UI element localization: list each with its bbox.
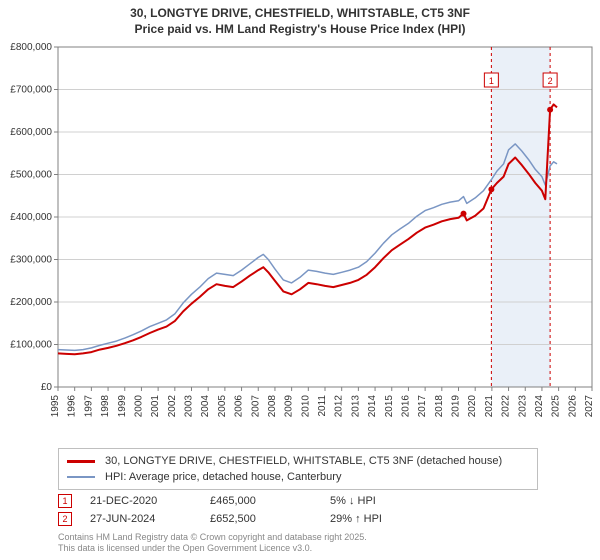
svg-text:£700,000: £700,000 [10,85,52,96]
chart-container: 30, LONGTYE DRIVE, CHESTFIELD, WHITSTABL… [0,0,600,560]
svg-text:1995: 1995 [50,395,61,418]
svg-text:2015: 2015 [384,395,395,418]
svg-text:£400,000: £400,000 [10,212,52,223]
svg-text:2002: 2002 [167,395,178,418]
svg-text:2024: 2024 [534,395,545,418]
svg-text:£100,000: £100,000 [10,340,52,351]
legend-swatch [67,476,95,478]
svg-text:2023: 2023 [517,395,528,418]
event-row: 1 21-DEC-2020£465,0005% ↓ HPI [58,492,558,510]
event-delta: 29% ↑ HPI [330,513,470,525]
svg-text:2021: 2021 [484,395,495,418]
svg-text:£500,000: £500,000 [10,170,52,181]
title-line-1: 30, LONGTYE DRIVE, CHESTFIELD, WHITSTABL… [0,6,600,22]
event-price: £652,500 [210,513,330,525]
svg-text:2007: 2007 [250,395,261,418]
svg-text:£800,000: £800,000 [10,42,52,53]
event-row: 2 27-JUN-2024£652,50029% ↑ HPI [58,510,558,528]
chart-area: £0 £100,000 £200,000 £300,000 £400,000 £500,0… [0,39,600,439]
svg-text:2008: 2008 [267,395,278,418]
svg-text:2004: 2004 [200,395,211,418]
svg-text:2020: 2020 [467,395,478,418]
svg-text:£200,000: £200,000 [10,297,52,308]
svg-text:2006: 2006 [234,395,245,418]
svg-text:2001: 2001 [150,395,161,418]
svg-text:2018: 2018 [434,395,445,418]
event-price: £465,000 [210,495,330,507]
svg-text:£600,000: £600,000 [10,127,52,138]
svg-text:2019: 2019 [451,395,462,418]
svg-text:2022: 2022 [501,395,512,418]
events-table: 1 21-DEC-2020£465,0005% ↓ HPI 2 27-JUN-2024… [58,492,558,528]
title-block: 30, LONGTYE DRIVE, CHESTFIELD, WHITSTABL… [0,0,600,39]
event-date: 27-JUN-2024 [90,513,210,525]
title-line-2: Price paid vs. HM Land Registry's House … [0,22,600,38]
svg-text:2026: 2026 [567,395,578,418]
event-delta: 5% ↓ HPI [330,495,470,507]
svg-text:1: 1 [489,76,494,86]
legend-label: 30, LONGTYE DRIVE, CHESTFIELD, WHITSTABL… [105,455,502,467]
legend-row: HPI: Average price, detached house, Cant… [67,469,529,485]
svg-text:2003: 2003 [184,395,195,418]
svg-text:£0: £0 [41,382,53,393]
svg-text:2016: 2016 [400,395,411,418]
legend-label: HPI: Average price, detached house, Cant… [105,471,341,483]
svg-text:£300,000: £300,000 [10,255,52,266]
svg-text:2: 2 [548,76,553,86]
footnote-line-2: This data is licensed under the Open Gov… [58,543,367,554]
event-marker: 2 [58,512,72,526]
event-marker: 1 [58,494,72,508]
svg-text:2005: 2005 [217,395,228,418]
footnote: Contains HM Land Registry data © Crown c… [58,532,367,554]
svg-text:1996: 1996 [67,395,78,418]
svg-text:2011: 2011 [317,395,328,417]
legend: 30, LONGTYE DRIVE, CHESTFIELD, WHITSTABL… [58,448,538,490]
chart-svg: £0 £100,000 £200,000 £300,000 £400,000 £500,0… [0,39,600,439]
legend-row: 30, LONGTYE DRIVE, CHESTFIELD, WHITSTABL… [67,453,529,469]
svg-text:2014: 2014 [367,395,378,418]
svg-text:2012: 2012 [334,395,345,418]
svg-text:2010: 2010 [300,395,311,418]
svg-text:2013: 2013 [350,395,361,418]
event-date: 21-DEC-2020 [90,495,210,507]
footnote-line-1: Contains HM Land Registry data © Crown c… [58,532,367,543]
svg-text:2025: 2025 [551,395,562,418]
svg-text:2027: 2027 [584,395,595,418]
svg-text:1999: 1999 [117,395,128,418]
svg-text:2009: 2009 [284,395,295,418]
svg-text:1997: 1997 [83,395,94,418]
svg-text:1998: 1998 [100,395,111,418]
legend-swatch [67,460,95,463]
svg-text:2017: 2017 [417,395,428,418]
svg-text:2000: 2000 [133,395,144,418]
